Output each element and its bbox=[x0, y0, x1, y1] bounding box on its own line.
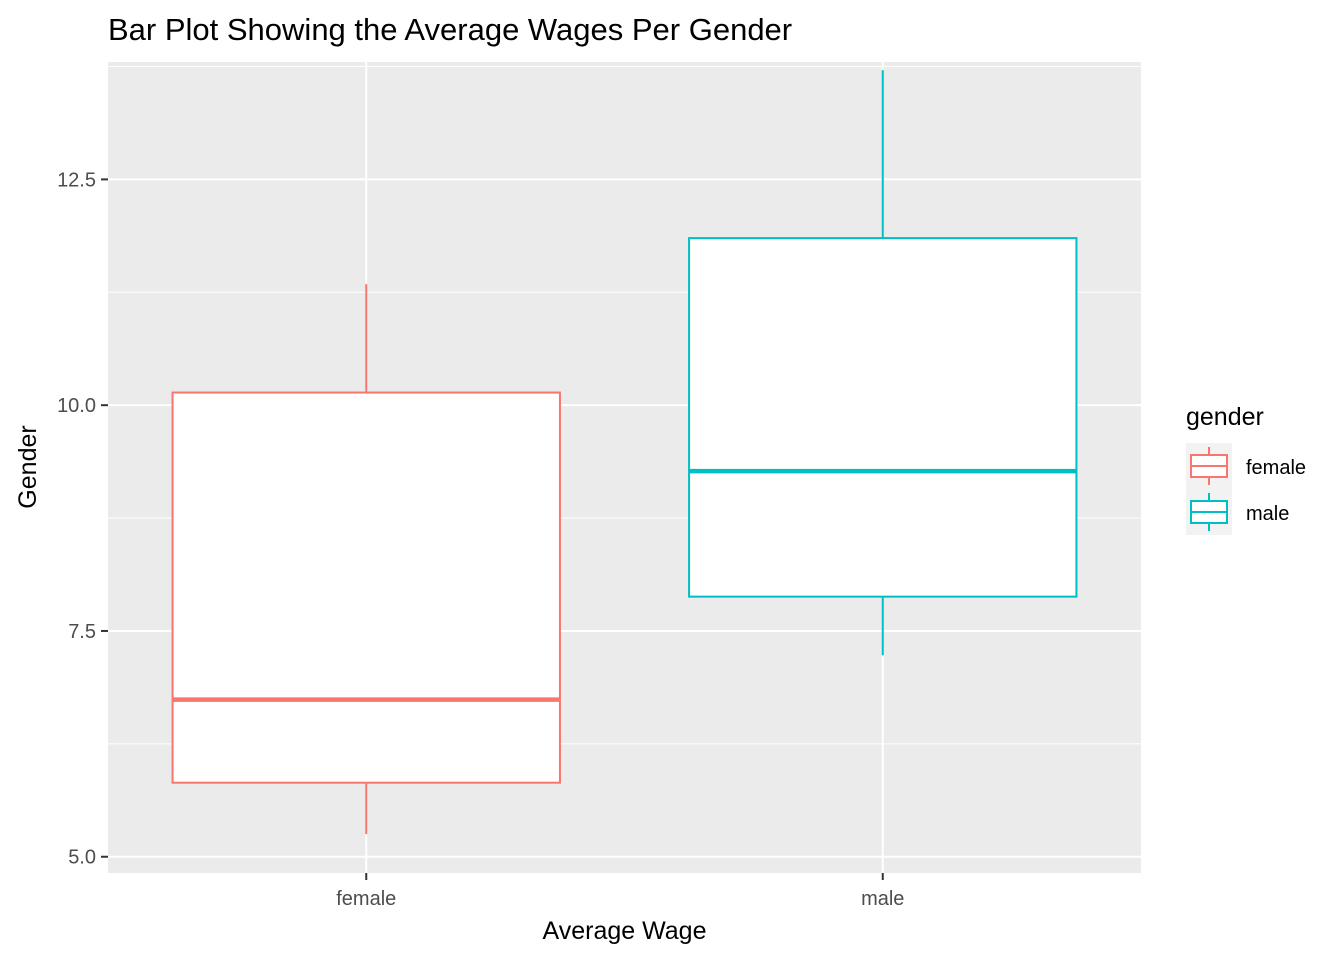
box-body bbox=[171, 391, 561, 784]
x-tick-label: male bbox=[861, 888, 904, 910]
y-tick-label: 5.0 bbox=[68, 847, 96, 869]
y-axis-title: Gender bbox=[14, 425, 42, 508]
y-axis: 5.0 7.5 10.0 12.5 bbox=[57, 169, 108, 869]
box-body bbox=[688, 237, 1078, 598]
legend-title: gender bbox=[1186, 403, 1264, 431]
box-male bbox=[688, 70, 1078, 656]
box-female bbox=[171, 284, 561, 835]
y-tick-label: 10.0 bbox=[57, 395, 96, 417]
x-axis: female male bbox=[336, 873, 904, 910]
chart-title: Bar Plot Showing the Average Wages Per G… bbox=[108, 12, 792, 47]
y-tick-label: 12.5 bbox=[57, 169, 96, 191]
legend-label: female bbox=[1246, 457, 1306, 479]
legend-label: male bbox=[1246, 503, 1289, 525]
boxes bbox=[171, 70, 1078, 835]
y-tick-label: 7.5 bbox=[68, 621, 96, 643]
legend-item-female: female bbox=[1186, 443, 1306, 489]
legend-item-male: male bbox=[1186, 489, 1289, 535]
x-tick-label: female bbox=[336, 888, 396, 910]
legend: gender female male bbox=[1186, 403, 1306, 535]
x-axis-title: Average Wage bbox=[543, 917, 707, 945]
